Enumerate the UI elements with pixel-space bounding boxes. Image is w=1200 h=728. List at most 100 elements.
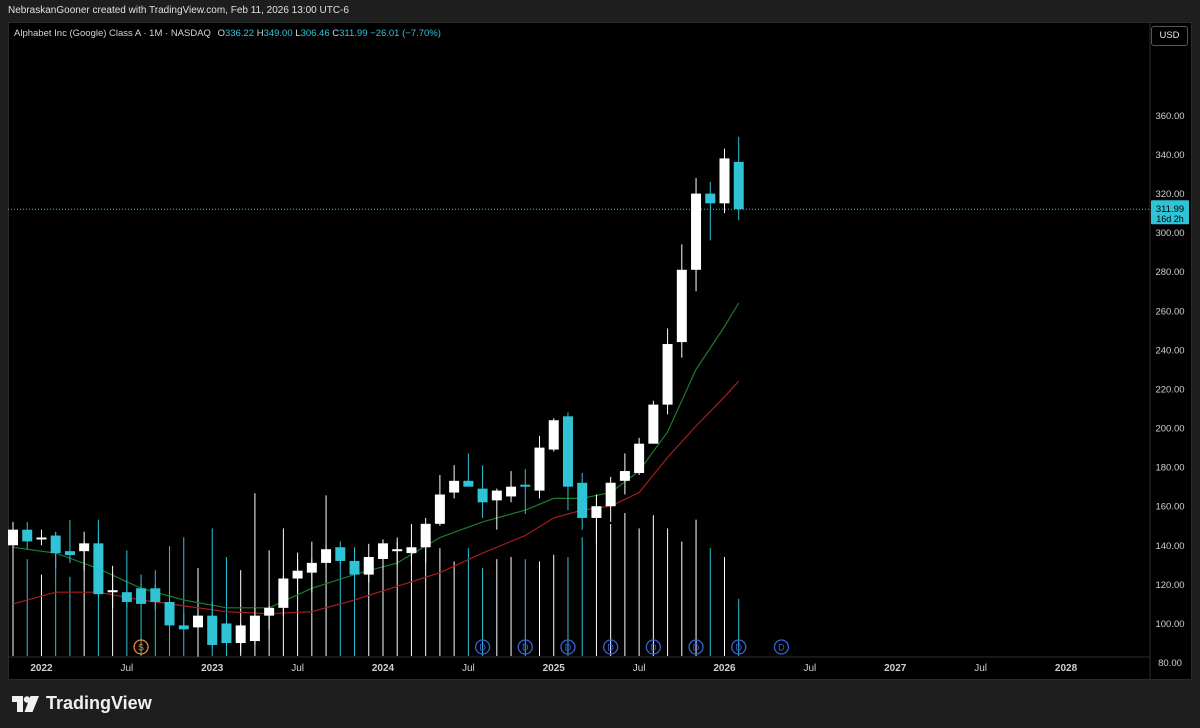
candle-body <box>434 494 445 524</box>
y-tick-label: 260.00 <box>1155 306 1184 317</box>
y-tick-label: 180.00 <box>1155 463 1184 474</box>
candle-body <box>662 344 673 405</box>
x-tick-label: 2024 <box>372 663 395 674</box>
currency-button[interactable]: USD <box>1151 26 1188 46</box>
y-tick-label: 100.00 <box>1155 619 1184 630</box>
open-value: 336.22 <box>224 28 255 39</box>
candle-body <box>377 543 388 559</box>
x-tick-label: 2023 <box>201 663 224 674</box>
event-marker-label: D <box>650 643 657 653</box>
candle-body <box>292 570 303 579</box>
candle-body <box>733 161 744 210</box>
tradingview-logo[interactable]: TradingView <box>12 693 152 714</box>
x-tick-label: 2022 <box>30 663 53 674</box>
event-marker-ring <box>688 639 704 655</box>
candle-body <box>79 543 90 552</box>
event-marker-label: D <box>522 643 529 653</box>
last-price-label: 311.99 <box>1156 204 1184 215</box>
candle-body <box>534 447 545 491</box>
y-tick-label: 280.00 <box>1155 267 1184 278</box>
candle-body <box>335 547 346 561</box>
dividend-marker[interactable]: D <box>645 639 661 655</box>
event-marker-ring <box>517 639 533 655</box>
candle-body <box>121 592 132 602</box>
bar-countdown-label: 16d 2h <box>1156 214 1184 224</box>
candle-body <box>676 269 687 343</box>
dividend-marker[interactable]: D <box>731 639 747 655</box>
tradingview-logo-icon <box>12 695 39 712</box>
close-label: C <box>332 28 340 39</box>
candle-body <box>577 482 588 518</box>
bottom-bar <box>0 680 1200 728</box>
candle-body <box>192 615 203 628</box>
candle-body <box>136 588 147 604</box>
change-value: −26.01 (−7.70%) <box>370 28 441 39</box>
event-marker-label: D <box>607 643 614 653</box>
candle-body <box>264 607 275 616</box>
tradingview-logo-text: TradingView <box>46 693 152 713</box>
candle-body <box>392 549 403 552</box>
event-marker-ring <box>773 639 790 655</box>
high-value: 349.00 <box>263 28 293 39</box>
y-tick-label: 240.00 <box>1155 345 1184 356</box>
y-tick-label: 220.00 <box>1155 384 1184 395</box>
high-label: H <box>256 28 264 39</box>
dividend-marker[interactable]: D <box>560 639 576 655</box>
split-marker[interactable]: S <box>133 639 149 655</box>
candle-body <box>619 471 630 481</box>
x-tick-label: Jul <box>120 663 133 674</box>
x-tick-label: 2025 <box>543 663 566 674</box>
candle-body <box>207 615 218 645</box>
candle-body <box>520 484 531 487</box>
candle-body <box>406 547 417 554</box>
candle-body <box>93 543 104 595</box>
candle-body <box>605 482 616 507</box>
dividend-marker[interactable]: D <box>773 639 790 655</box>
chart-pane[interactable] <box>8 22 1192 680</box>
candle-body <box>107 590 118 593</box>
y-tick-label: 80.00 <box>1158 658 1182 669</box>
event-marker-ring <box>560 639 576 655</box>
candle-body <box>463 480 474 487</box>
dividend-marker[interactable]: D <box>688 639 704 655</box>
candle-body <box>634 443 645 474</box>
dividend-marker[interactable]: D <box>474 639 491 655</box>
candle-body <box>221 623 232 643</box>
candle-body <box>22 529 33 542</box>
dividend-marker[interactable]: D <box>517 639 533 655</box>
candle-body <box>506 486 517 497</box>
chart-credit: NebraskanGooner created with TradingView… <box>8 5 349 16</box>
top-bar: NebraskanGooner created with TradingView… <box>0 0 1200 22</box>
low-value: 306.46 <box>300 28 330 39</box>
candle-body <box>420 523 431 548</box>
x-tick-label: Jul <box>633 663 646 674</box>
candle-body <box>349 560 360 575</box>
y-tick-label: 340.00 <box>1155 150 1184 161</box>
event-marker-ring <box>645 639 661 655</box>
candle-body <box>477 488 488 503</box>
event-marker-label: D <box>778 643 785 653</box>
candle-body <box>491 490 502 501</box>
moving-average-short-line <box>12 302 740 609</box>
x-tick-label: 2027 <box>884 663 907 674</box>
x-tick-label: Jul <box>462 663 475 674</box>
candle-body <box>363 557 374 575</box>
dividend-marker[interactable]: D <box>603 639 619 655</box>
event-marker-ring <box>133 639 149 655</box>
candle-body <box>278 578 289 608</box>
candle-body <box>648 404 659 444</box>
candle-body <box>178 625 189 630</box>
x-tick-label: Jul <box>291 663 304 674</box>
candle-body <box>50 535 61 554</box>
event-marker-ring <box>731 639 747 655</box>
close-value: 311.99 <box>339 28 368 39</box>
x-tick-label: Jul <box>974 663 987 674</box>
candle-body <box>691 193 702 270</box>
low-label: L <box>295 28 301 39</box>
last-price-badge <box>1151 200 1189 225</box>
event-marker-label: D <box>565 643 572 653</box>
candle-body <box>249 615 260 642</box>
candle-body <box>164 601 175 626</box>
y-tick-label: 200.00 <box>1155 424 1184 435</box>
